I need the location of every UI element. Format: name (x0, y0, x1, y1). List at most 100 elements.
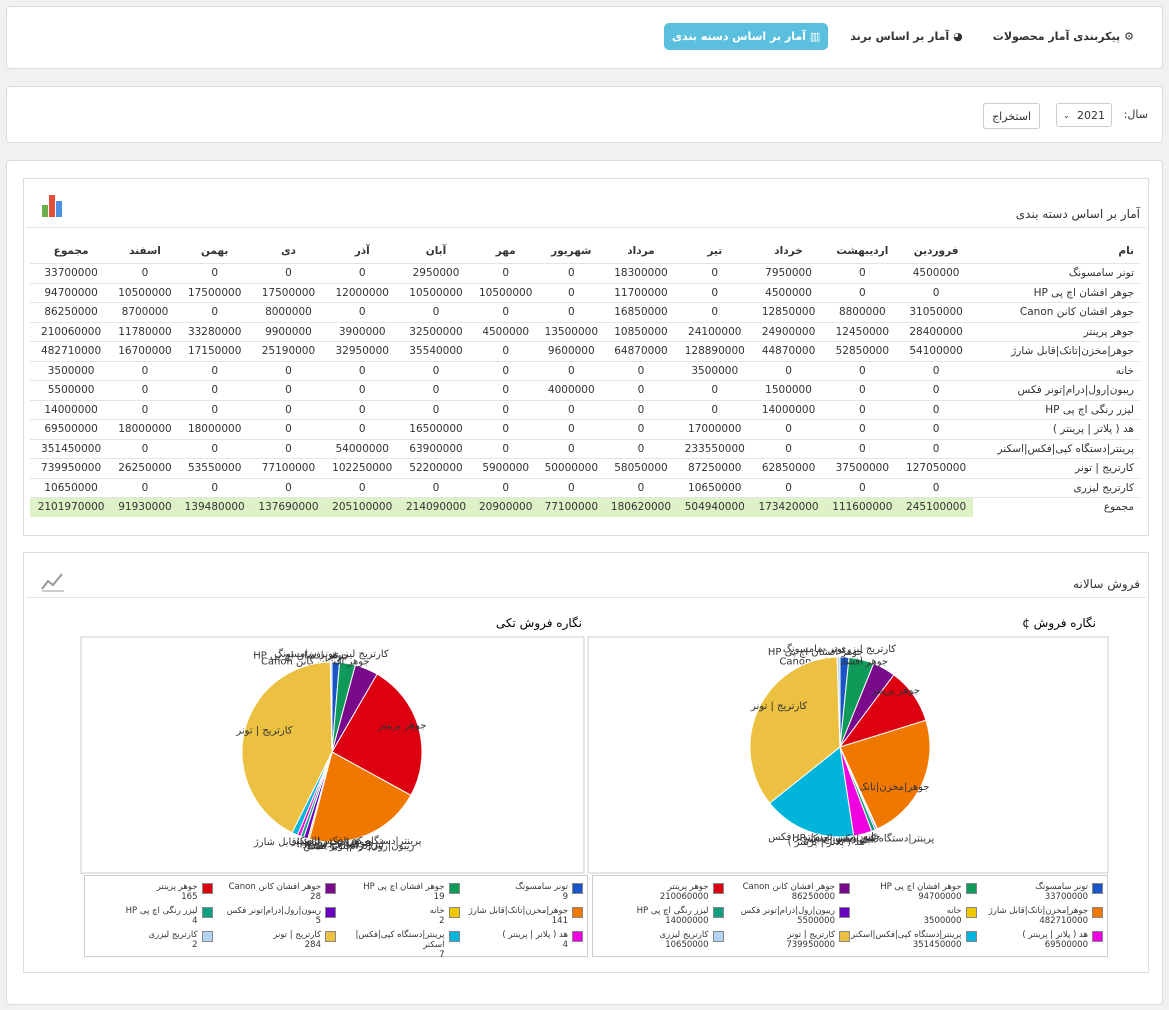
cell: 0 (251, 380, 326, 400)
cell: 4500000 (899, 263, 973, 283)
column-header: دی (280, 245, 296, 257)
year-select[interactable]: 2021 ⌄ (1056, 103, 1112, 127)
cell: 0 (677, 263, 752, 283)
legend-item: جوهر|مخزن|تانک|قابل شارژ 141 (460, 906, 583, 926)
cell: 0 (177, 438, 252, 459)
legend-name: جوهر افشان کانن Canon (742, 882, 835, 892)
legend-value: 28 (310, 892, 321, 902)
legend-value: 5 (315, 916, 321, 926)
legend-text: ریبون|رول|درام|تونر فکس 5500000 (741, 906, 835, 926)
cell: 205100000 (325, 497, 400, 517)
legend-value: 739950000 (786, 940, 835, 950)
cell: 0 (112, 399, 178, 420)
cell: 0 (177, 360, 252, 381)
slice-label: جوهر|مخزن|تانک|قابل شارژ (253, 837, 371, 848)
cell: 0 (899, 477, 973, 498)
cell: 0 (751, 477, 826, 498)
row-name: جوهر|مخزن|تانک|قابل شارژ (973, 341, 1140, 361)
cell: 58050000 (604, 458, 678, 478)
cell: 0 (251, 399, 326, 420)
header-row: نام فروردین اردیبهشت خرداد تیر مرداد شهریور مهر… (30, 239, 1140, 264)
legend-value: 33700000 (1044, 892, 1088, 902)
cell: 17000000 (677, 419, 752, 439)
cell: 102250000 (325, 458, 400, 478)
table-title: آمار بر اساس دسته بندی (1015, 207, 1140, 221)
divider (26, 227, 1146, 228)
slice-label: لیزر رنگی اچ پی HP (300, 838, 385, 850)
cell: 8000000 (251, 302, 326, 322)
legend-text: جوهر افشان اچ پی HP 94700000 (880, 882, 961, 902)
cell: 10850000 (604, 321, 678, 342)
cell: 0 (399, 477, 473, 498)
cell: 10500000 (399, 282, 473, 303)
cell: 0 (538, 399, 605, 420)
legend-value: 284 (304, 940, 321, 950)
legend-name: خانه (429, 906, 445, 916)
legend-swatch (712, 907, 724, 918)
pie-slice (768, 746, 855, 838)
cell: 24900000 (751, 321, 826, 342)
cell: 0 (677, 399, 752, 420)
cell: 5900000 (472, 458, 539, 478)
extract-button[interactable]: استخراج (983, 103, 1040, 129)
legend-item: تونر سامسونگ 9 (460, 882, 583, 902)
cell: 0 (751, 360, 826, 381)
tab[interactable]: ⚙ پیکربندی آمار محصولات (985, 23, 1142, 50)
cell: 17150000 (177, 341, 252, 361)
cell: 0 (899, 419, 973, 439)
legend-value: 3500000 (923, 916, 962, 926)
cell: 54000000 (325, 438, 400, 459)
legend-item: کارتریج لیزری 10650000 (597, 930, 724, 950)
cell: 0 (472, 380, 539, 400)
tab-label: پیکربندی آمار محصولات (992, 30, 1121, 43)
cell: 0 (825, 438, 900, 459)
legend-text: جوهر افشان کانن Canon 28 (229, 882, 321, 902)
pie-slice (839, 719, 931, 830)
cell: 0 (325, 419, 400, 439)
legend-name: ریبون|رول|درام|تونر فکس (740, 906, 835, 916)
cell: 0 (472, 360, 539, 381)
cell: 8700000 (112, 302, 178, 322)
cell: 25190000 (251, 341, 326, 361)
tab-active[interactable]: ▥ آمار بر اساس دسته بندی (663, 23, 829, 50)
cell: 0 (825, 399, 900, 420)
icon: ⚙ (1124, 30, 1134, 43)
cell: 0 (472, 302, 539, 322)
cell: 17500000 (251, 282, 326, 303)
tab[interactable]: ◕ آمار بر اساس برند (842, 23, 970, 50)
legend-value: 14000000 (665, 916, 709, 926)
cell: 0 (251, 360, 326, 381)
divider (26, 597, 1146, 598)
slice-label: کارتریج | تونر (235, 726, 292, 737)
chart-panel: فروش سالانه نگاره فروش ¢ تونر سامسونگ جوهر… (23, 552, 1149, 973)
pie-slice (331, 673, 423, 796)
legend-swatch (839, 931, 850, 942)
legend-text: هد ( پلاتر | پرینتر ) 4 (502, 930, 568, 950)
cell: 0 (399, 380, 473, 400)
slice-label: کارتریج لیزری (838, 644, 896, 655)
legend-value: 7 (439, 950, 445, 960)
slice-label: جوهر پرینتر (871, 685, 920, 696)
row-name: جوهر افشان کانن Canon (973, 302, 1140, 322)
legend-swatch (712, 883, 724, 894)
cell: 0 (112, 380, 178, 400)
slice-label: هد ( پلاتر | پرینتر ) (296, 838, 373, 849)
cell: 26250000 (112, 458, 178, 478)
legend-text: خانه 3500000 (924, 906, 962, 926)
cell: 31050000 (899, 302, 973, 322)
pie-slice (836, 656, 841, 748)
pie-slice (241, 661, 333, 834)
legend-value: 2 (192, 940, 198, 950)
table-row: پرینتر|دستگاه کپی|فکس|اسکنر 0 0 0 233550000 0… (30, 438, 1140, 459)
cell: 0 (899, 282, 973, 303)
cell: 173420000 (751, 497, 826, 517)
legend-swatch (325, 931, 336, 942)
cell: 3900000 (325, 321, 400, 342)
cell: 11700000 (604, 282, 678, 303)
legend-swatch (325, 883, 336, 894)
pie-slice (749, 656, 841, 804)
section-title: فروش سالانه (1073, 577, 1140, 591)
legend-text: پرینتر|دستگاه کپی|فکس|اسکنر 7 (336, 930, 445, 960)
